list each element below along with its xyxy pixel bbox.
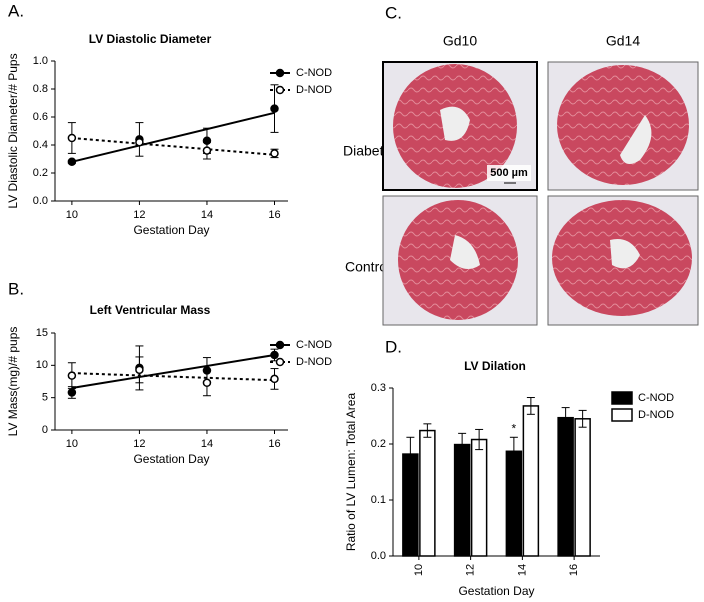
x-tick-label: 14 xyxy=(516,564,528,576)
x-axis-label: Gestation Day xyxy=(133,452,209,466)
legend-swatch xyxy=(611,391,633,405)
marker xyxy=(270,374,279,384)
legend-label: D-NOD xyxy=(296,84,332,96)
x-tick-label: 12 xyxy=(133,209,145,221)
marker xyxy=(270,350,279,360)
x-tick-label: 12 xyxy=(133,438,145,450)
bar xyxy=(574,418,591,557)
y-tick-label: 10 xyxy=(36,359,48,371)
x-tick-label: 14 xyxy=(201,438,213,450)
y-tick-label: 0.2 xyxy=(33,167,48,179)
marker xyxy=(67,371,77,380)
y-tick-label: 0.2 xyxy=(371,438,386,450)
trend-line xyxy=(71,372,275,382)
panel-label: C. xyxy=(385,3,402,22)
row-label: Diabetic xyxy=(343,143,394,159)
x-tick-label: 16 xyxy=(268,438,280,450)
bar xyxy=(470,438,488,557)
bar xyxy=(419,429,436,557)
y-tick-label: 0.0 xyxy=(33,195,48,207)
legend-label: C-NOD xyxy=(296,67,332,79)
marker xyxy=(202,378,212,388)
bar xyxy=(453,443,471,557)
panel-label: B. xyxy=(8,279,24,298)
lumen xyxy=(450,235,480,269)
bar xyxy=(557,416,574,557)
scale-bar-bg xyxy=(487,165,531,181)
marker xyxy=(67,388,77,397)
bar xyxy=(522,405,540,557)
legend-swatch xyxy=(611,408,633,422)
x-tick-label: 10 xyxy=(66,438,78,450)
y-tick-label: 0.6 xyxy=(33,111,48,123)
marker xyxy=(270,149,279,158)
lumen xyxy=(440,106,470,141)
y-tick-label: 0 xyxy=(42,424,48,436)
x-axis-label: Gestation Day xyxy=(458,584,534,598)
x-tick-label: 10 xyxy=(413,564,425,576)
panel-label: A. xyxy=(8,1,24,20)
legend-marker xyxy=(275,340,285,350)
marker xyxy=(67,133,77,143)
micrograph-panel: C. Gd10 Gd14 Diabetic Control 500 µm xyxy=(343,3,699,326)
lumen xyxy=(610,239,640,269)
legend-label: D-NOD xyxy=(638,409,674,421)
y-axis-label: LV Mass(mg)/# pups xyxy=(6,327,20,437)
legend-marker xyxy=(275,68,285,78)
legend-marker xyxy=(275,85,285,95)
row-label: Control xyxy=(345,259,390,275)
heart-section xyxy=(557,65,689,185)
y-tick-label: 0.3 xyxy=(371,382,386,394)
x-tick-label: 12 xyxy=(465,564,477,576)
lumen xyxy=(620,115,652,164)
trend-line xyxy=(71,137,275,156)
y-tick-label: 0.0 xyxy=(371,550,386,562)
x-tick-label: 10 xyxy=(66,209,78,221)
marker xyxy=(202,146,212,155)
scale-bar-label: 500 µm xyxy=(490,167,528,179)
x-tick-label: 14 xyxy=(201,209,213,221)
y-axis-label: LV Diastolic Diameter/# Pups xyxy=(6,53,20,208)
legend-label: C-NOD xyxy=(296,339,332,351)
chart-title: LV Diastolic Diameter xyxy=(89,32,212,46)
marker xyxy=(135,137,144,147)
y-tick-label: 15 xyxy=(36,327,48,339)
y-tick-label: 1.0 xyxy=(33,55,48,67)
legend-label: C-NOD xyxy=(638,392,674,404)
marker xyxy=(270,104,279,113)
column-label: Gd10 xyxy=(443,33,477,49)
y-axis-label: Ratio of LV Lumen: Total Area xyxy=(344,393,358,552)
x-tick-label: 16 xyxy=(568,564,580,576)
bar xyxy=(505,450,523,557)
y-tick-label: 5 xyxy=(42,392,48,404)
y-tick-label: 0.4 xyxy=(33,139,48,151)
trend-line xyxy=(71,353,275,389)
legend-marker xyxy=(275,357,285,367)
chart-title: Left Ventricular Mass xyxy=(90,303,211,317)
trend-line xyxy=(71,111,275,163)
legend-label: D-NOD xyxy=(296,356,332,368)
y-tick-label: 0.8 xyxy=(33,83,48,95)
chart-title: LV Dilation xyxy=(464,359,526,373)
annotation: * xyxy=(512,421,517,435)
y-tick-label: 0.1 xyxy=(371,494,386,506)
marker xyxy=(135,365,144,375)
column-label: Gd14 xyxy=(606,33,640,49)
marker xyxy=(67,157,77,167)
panel-label: D. xyxy=(385,337,402,356)
x-axis-label: Gestation Day xyxy=(133,223,209,237)
x-tick-label: 16 xyxy=(268,209,280,221)
